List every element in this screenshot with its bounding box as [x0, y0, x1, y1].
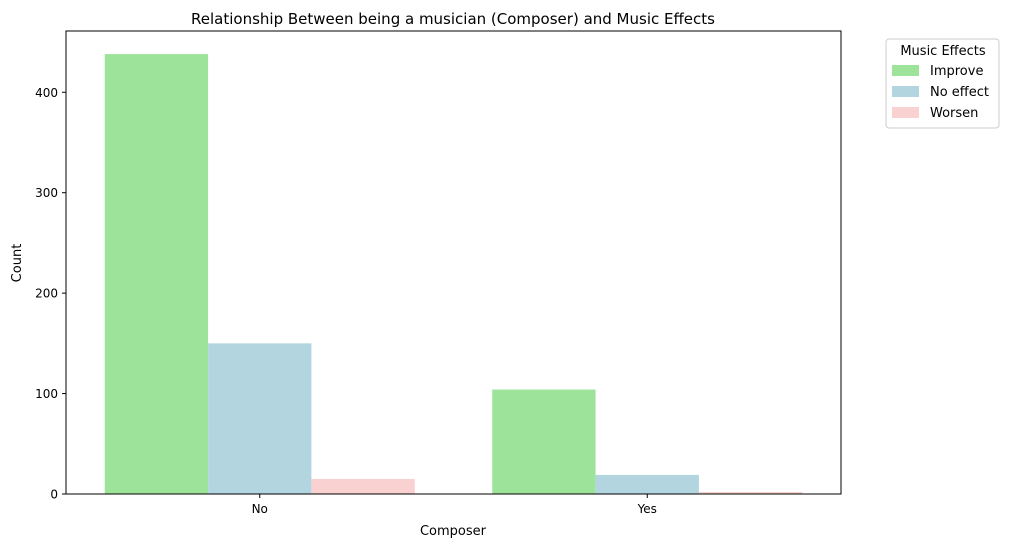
y-tick-label: 400 — [35, 86, 58, 100]
y-tick-label: 300 — [35, 186, 58, 200]
legend-frame — [885, 38, 1000, 129]
legend-label: Improve — [930, 64, 983, 79]
legend-label: No effect — [930, 85, 989, 100]
y-axis: 0 100 200 300 400 — [35, 86, 66, 502]
y-tick-label: 0 — [50, 488, 58, 502]
legend-swatch — [892, 86, 919, 97]
plot-area — [65, 30, 842, 495]
bar-improve-no — [104, 54, 209, 494]
plot-frame — [65, 30, 842, 495]
y-tick-label: 100 — [35, 387, 58, 401]
bar-worsen-no — [311, 478, 415, 494]
legend: Music Effects Improve No effect Worsen — [885, 38, 1000, 129]
bar-no-effect-no — [208, 343, 312, 494]
bar-improve-yes — [492, 389, 596, 494]
legend-swatch — [892, 65, 919, 76]
y-axis-label: Count — [10, 244, 25, 283]
legend-label: Worsen — [930, 106, 978, 121]
y-tick-label: 200 — [35, 287, 58, 301]
x-axis: No Yes — [252, 494, 657, 516]
bar-no-effect-yes — [595, 474, 699, 494]
legend-title: Music Effects — [900, 44, 986, 59]
x-tick-label: Yes — [637, 502, 657, 516]
chart-title: Relationship Between being a musician (C… — [191, 10, 715, 28]
x-tick-label: No — [252, 502, 268, 516]
legend-swatch — [892, 107, 919, 118]
x-axis-label: Composer — [420, 524, 487, 539]
bar-worsen-yes — [698, 491, 803, 494]
